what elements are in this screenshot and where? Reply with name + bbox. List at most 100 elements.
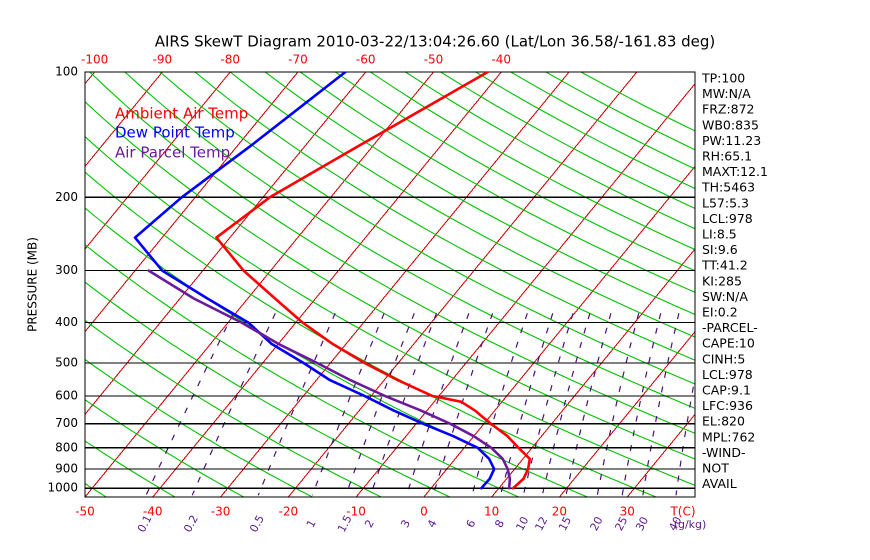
mixing-ratio-tick-label: 3 [398, 518, 413, 530]
pressure-tick-label: 1000 [47, 481, 78, 495]
isotherm-line [423, 165, 695, 497]
mixing-ratio-line [499, 313, 554, 496]
mixing-ratio-tick-label: 20 [588, 515, 606, 533]
pressure-axis-label: PRESSURE (MB) [26, 237, 40, 332]
dry-adiabat-line [370, 72, 695, 251]
index-panel-item: PW:11.23 [702, 133, 761, 148]
isotherm-line [559, 330, 695, 497]
isotherm-line [220, 72, 570, 497]
pressure-tick-label: 300 [55, 263, 78, 277]
pressure-axis: 100 200 300 400 500 600 700 800 900 1000 PRESSURE … [26, 65, 79, 495]
index-panel-item: -PARCEL- [702, 320, 758, 335]
dry-adiabat-line [85, 398, 244, 497]
dry-adiabat-line [299, 72, 695, 293]
isotherm-line [85, 72, 163, 168]
isotherm-line [0, 72, 27, 497]
bottom-temp-tick-label: -40 [143, 505, 163, 519]
dry-adiabat-line [405, 72, 695, 230]
mixing-ratio-tick-label: 8 [492, 518, 507, 530]
index-panel-item: SW:N/A [702, 289, 748, 304]
index-panel-item: L57:5.3 [702, 195, 749, 210]
index-panel-item: RH:65.1 [702, 149, 752, 164]
top-temp-tick-label: -100 [81, 53, 108, 67]
mixing-ratio-line [522, 313, 574, 496]
dry-adiabat-line [85, 207, 588, 497]
pressure-tick-label: 500 [55, 355, 78, 369]
pressure-tick-label: 400 [55, 315, 78, 329]
mixing-ratio-tick-label: 6 [464, 518, 479, 530]
top-temp-tick-label: -40 [491, 53, 511, 67]
sounding-curve [133, 72, 496, 490]
dry-adiabat-line [85, 482, 107, 497]
dry-adiabat-line [335, 72, 695, 272]
index-panel-item: EL:820 [702, 414, 745, 429]
bottom-temp-tick-label: -10 [346, 505, 366, 519]
index-panel-item: TT:41.2 [701, 258, 748, 273]
pressure-tick-label: 100 [55, 65, 78, 79]
mixing-ratio-line [541, 313, 591, 496]
sounding-curves [133, 72, 532, 490]
index-panel-item: FRZ:872 [702, 102, 755, 117]
index-panel-item: CAPE:10 [702, 336, 755, 351]
index-panel-item: TH:5463 [701, 180, 755, 195]
dry-adiabat-line [85, 358, 313, 497]
index-panel-item: AVAIL [702, 476, 737, 491]
dry-adiabat-line [85, 440, 176, 497]
mixing-ratio-tick-label: 10 [513, 515, 531, 533]
plot-frame [84, 71, 696, 498]
mixing-ratio-line [257, 313, 336, 496]
mixing-ratio-tick-label: 0.5 [247, 513, 267, 535]
bottom-temp-tick-label: -30 [211, 505, 231, 519]
mixing-ratio-tick-label: 4 [425, 518, 440, 530]
index-panel-item: LI:8.5 [702, 227, 737, 242]
index-panel-item: NOT [702, 461, 729, 476]
index-panel-item: EI:0.2 [702, 305, 738, 320]
legend-label-parcel: Air Parcel Temp [115, 144, 230, 162]
mixing-ratio-tick-label: 0.2 [181, 513, 201, 535]
bottom-temp-tick-label: 0 [420, 505, 428, 519]
mixing-ratio-tick-label: 15 [556, 515, 574, 533]
dry-adiabat-line [85, 281, 451, 497]
dry-adiabat-line [264, 72, 695, 316]
top-temp-tick-label: -90 [153, 53, 173, 67]
index-panel-item: WB0:835 [702, 117, 759, 132]
dry-adiabat-line [85, 244, 519, 497]
mixing-ratio-line [345, 313, 415, 496]
dry-adiabat-line [510, 72, 695, 170]
index-panel-item: CINH:5 [702, 351, 745, 366]
pressure-tick-label: 200 [55, 190, 78, 204]
isotherm-line [152, 72, 502, 497]
isotherm-line [287, 72, 638, 497]
mixing-ratio-tick-label: 25 [612, 515, 630, 533]
mixing-ratio-line [432, 313, 494, 496]
chart-title: AIRS SkewT Diagram 2010-03-22/13:04:26.6… [155, 33, 716, 51]
isotherm-line [763, 72, 870, 497]
index-panel-item: LFC:936 [702, 398, 753, 413]
index-panel-item: LCL:978 [702, 367, 753, 382]
bottom-temp-tick-label: 20 [552, 505, 567, 519]
mixing-ratio-line [642, 313, 680, 496]
legend-label-ambient: Ambient Air Temp [115, 105, 248, 123]
pressure-tick-label: 600 [55, 388, 78, 402]
mixing-ratio-line [311, 313, 385, 496]
dry-adiabat-line [89, 72, 695, 434]
index-panel-item: -WIND- [702, 445, 746, 460]
mixing-ratio-tick-label: 40 [666, 515, 684, 533]
temperature-unit-label: T(C) [669, 505, 695, 519]
pressure-tick-label: 700 [55, 416, 78, 430]
isotherm-line [85, 72, 96, 85]
top-temp-tick-label: -70 [288, 53, 308, 67]
mixing-ratio-line [471, 313, 528, 496]
isotherm-line [85, 72, 231, 250]
sounding-curve [215, 72, 532, 490]
isotherm-line [831, 72, 870, 497]
dry-adiabat-line [85, 100, 695, 460]
bottom-temp-tick-label: -50 [75, 505, 95, 519]
isotherm-line [85, 72, 367, 416]
mixing-ratio-tick-label: 2 [362, 518, 377, 530]
index-panel-item: MPL:762 [702, 429, 755, 444]
sounding-curve [147, 269, 512, 490]
